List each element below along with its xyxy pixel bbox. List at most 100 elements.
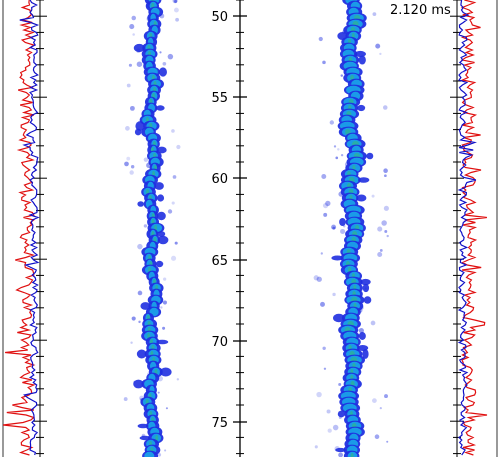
jet-lobe [339,217,346,227]
droplet [163,277,167,281]
jet-lobe [155,260,164,268]
jet-lobe [157,211,166,221]
droplet [372,398,377,404]
jet-lobe [157,235,169,245]
droplet [340,228,346,234]
droplet [160,306,163,309]
jet-lobe [337,410,345,418]
droplet [332,226,336,230]
droplet [322,202,329,209]
droplet [165,407,168,410]
droplet [172,0,178,4]
jet-lobe [362,349,369,359]
droplet [157,452,162,457]
droplet [383,168,388,174]
jet-lobe [366,152,374,160]
droplet [340,153,344,157]
droplet [320,252,323,255]
jet-lobe [137,423,149,429]
droplet [162,300,167,305]
jet-lobe [140,302,151,310]
jet-lobe [135,121,145,131]
right-profile-panel [450,0,498,457]
droplet [167,53,174,60]
jet-lobe [357,177,370,183]
droplet [332,292,336,297]
jet-lobe [157,194,165,202]
jet-core-segment [155,435,159,441]
droplet [313,275,319,281]
droplet [143,157,149,162]
droplet [314,445,318,449]
droplet [323,212,328,217]
droplet [157,391,160,394]
axis-tick-label: 50 [211,10,228,25]
droplet [171,201,175,205]
jet-lobe [158,67,167,77]
droplet [379,249,383,252]
droplet [325,200,331,207]
droplet [370,320,376,326]
droplet [384,174,387,178]
droplet [167,209,173,214]
right-profile-red-trace [460,0,488,456]
droplet [316,391,322,398]
droplet [375,43,381,49]
droplet [372,12,377,17]
droplet [172,175,177,179]
droplet [162,61,167,66]
jet-lobe [134,128,142,136]
droplet [320,301,325,307]
droplet [379,52,382,56]
left-profile-red-trace [3,0,36,456]
left-profile-blue-trace [19,0,40,456]
droplet [162,326,166,330]
droplet [130,341,133,344]
droplet [137,243,143,250]
droplet [374,434,380,440]
droplet [132,33,135,36]
left-jet-image [123,0,181,461]
droplet [176,378,180,381]
jet-lobe [362,283,370,293]
left-profile-panel [2,0,47,457]
droplet [131,15,136,21]
droplet [377,252,383,258]
droplet [137,290,143,296]
droplet [326,409,331,414]
jet-lobe [159,367,172,377]
droplet [386,234,389,238]
jet-lobe [156,146,167,154]
droplet [382,105,388,110]
jet-lobe [356,194,367,202]
droplet [384,229,388,233]
jet-lobe [136,349,147,359]
jet-lobe [358,55,366,65]
droplet [381,220,387,226]
jet-lobe [360,278,371,286]
right-jet-image [313,0,389,461]
right-profile-blue-trace [457,0,478,456]
droplet [332,424,339,431]
axis-tick-label: 55 [211,91,228,106]
axis-tick-label: 65 [211,254,228,269]
droplet [174,241,178,245]
droplet [174,7,179,13]
droplet [338,382,342,386]
jet-lobe [156,339,169,345]
droplet [126,83,131,88]
jet-lobe [133,379,144,389]
droplet [316,276,322,282]
droplet [138,320,141,324]
droplet [129,170,134,175]
axis-tick-label: 60 [211,172,228,187]
droplet [323,367,327,370]
droplet [129,24,135,30]
droplet [128,63,132,67]
droplet [318,36,323,42]
droplet [164,449,167,452]
jet-lobe [154,182,164,190]
center-axis: 50 55 60 65 70 75 [211,0,247,457]
jet-lobe [133,43,145,53]
